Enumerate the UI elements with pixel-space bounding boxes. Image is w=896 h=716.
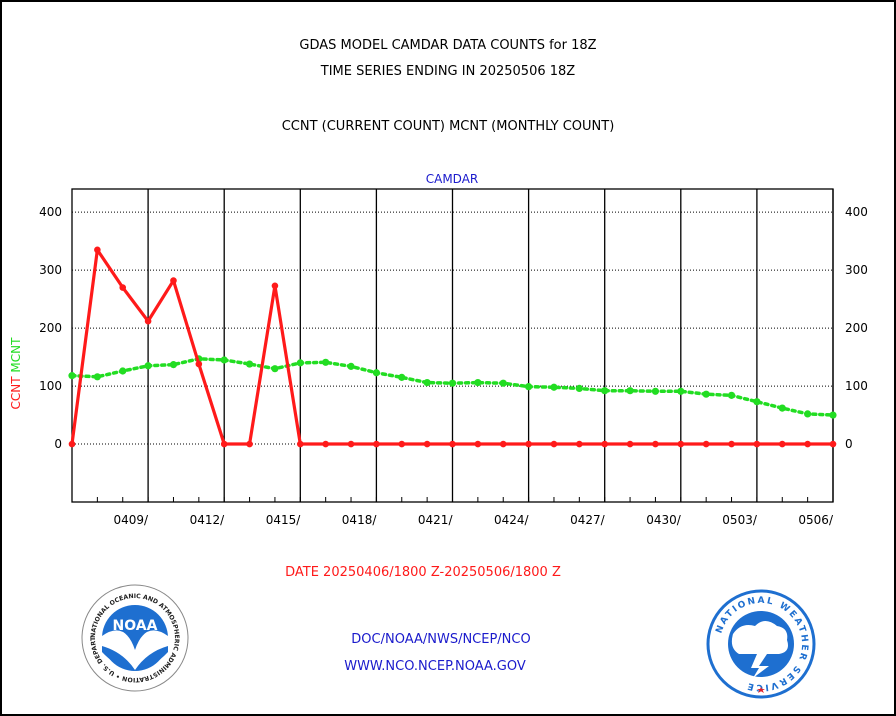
- data-point-ccnt: [271, 282, 279, 290]
- nws-cloud-icon: [731, 621, 788, 654]
- data-point-mcnt: [448, 379, 457, 387]
- y-tick-label-left: 0: [54, 437, 62, 451]
- data-point-mcnt: [322, 358, 330, 366]
- data-point-ccnt: [423, 440, 431, 448]
- data-point-mcnt: [144, 362, 152, 370]
- data-point-mcnt: [68, 372, 76, 380]
- data-point-ccnt: [525, 440, 532, 448]
- x-tick-label: 0418/: [342, 513, 378, 527]
- data-point-mcnt: [829, 411, 837, 419]
- data-point-mcnt: [550, 383, 558, 391]
- data-point-mcnt: [804, 410, 812, 418]
- data-point-ccnt: [601, 440, 608, 448]
- chart-title-line-2: TIME SERIES ENDING IN 20250506 18Z: [320, 64, 576, 79]
- x-tick-label: 0415/: [266, 513, 302, 527]
- data-point-mcnt: [525, 383, 533, 391]
- data-point-ccnt: [68, 440, 76, 448]
- data-point-ccnt: [398, 440, 406, 448]
- data-point-ccnt: [652, 440, 659, 448]
- data-point-mcnt: [93, 373, 101, 381]
- data-point-ccnt: [449, 440, 456, 448]
- data-point-mcnt: [626, 387, 634, 395]
- data-point-ccnt: [297, 440, 304, 448]
- y-tick-label-left: 200: [39, 321, 62, 335]
- x-tick-label: 0412/: [190, 513, 226, 527]
- data-point-ccnt: [94, 246, 101, 254]
- data-point-ccnt: [550, 440, 558, 448]
- data-point-mcnt: [727, 391, 736, 399]
- x-tick-label: 0503/: [722, 513, 758, 527]
- plot-area: 0 0 100 100 200 200 300 300 400 400 0409/0412/0415…: [9, 188, 868, 527]
- data-point-mcnt: [245, 360, 254, 368]
- data-point-ccnt: [728, 440, 735, 448]
- data-point-mcnt: [169, 361, 178, 369]
- data-point-mcnt: [423, 378, 431, 387]
- data-point-mcnt: [677, 387, 685, 395]
- data-point-mcnt: [372, 369, 380, 377]
- nws-logo: NATIONAL WEATHER SERVICE: [706, 589, 816, 699]
- data-point-mcnt: [220, 356, 228, 364]
- data-point-ccnt: [829, 440, 837, 448]
- star-icon: [757, 687, 765, 693]
- data-point-ccnt: [626, 440, 634, 448]
- x-tick-label: 0409/: [114, 513, 150, 527]
- lightning-icon: [751, 654, 769, 678]
- data-point-ccnt: [195, 360, 203, 368]
- data-point-ccnt: [753, 440, 761, 448]
- x-tick-label: 0506/: [798, 513, 834, 527]
- data-point-mcnt: [601, 387, 609, 395]
- x-tick-label: 0424/: [494, 513, 530, 527]
- data-point-ccnt: [474, 440, 482, 448]
- data-point-mcnt: [575, 384, 583, 392]
- data-point-ccnt: [499, 440, 507, 448]
- data-point-mcnt: [753, 398, 761, 406]
- y-axis-label: CCNT MCNT: [9, 337, 23, 410]
- data-point-ccnt: [778, 440, 786, 448]
- data-point-mcnt: [702, 390, 710, 398]
- data-point-mcnt: [778, 404, 786, 412]
- data-point-ccnt: [347, 440, 355, 448]
- plot-title: CAMDAR: [425, 172, 479, 186]
- y-tick-label-right: 200: [845, 321, 868, 335]
- data-point-mcnt: [651, 387, 660, 395]
- data-point-ccnt: [322, 440, 329, 448]
- data-point-ccnt: [170, 277, 177, 284]
- data-point-ccnt: [804, 440, 811, 448]
- date-range-label: DATE 20250406/1800 Z-20250506/1800 Z: [285, 565, 561, 580]
- data-point-ccnt: [373, 440, 380, 448]
- x-tick-label: 0421/: [418, 513, 454, 527]
- x-tick-label: 0427/: [570, 513, 606, 527]
- data-point-ccnt: [119, 284, 127, 291]
- data-point-ccnt: [246, 440, 253, 448]
- data-point-mcnt: [271, 365, 279, 373]
- data-point-ccnt: [144, 317, 152, 325]
- y-tick-label-left: 400: [39, 205, 62, 219]
- data-point-mcnt: [296, 359, 304, 367]
- noaa-logo-label: NOAA: [113, 618, 158, 634]
- data-point-mcnt: [398, 373, 406, 381]
- y-tick-label-right: 400: [845, 205, 868, 219]
- data-point-ccnt: [677, 440, 685, 448]
- data-point-mcnt: [347, 362, 355, 370]
- noaa-logo: NATIONAL OCEANIC AND ATMOSPHERIC ADMINIS…: [81, 584, 189, 692]
- data-point-mcnt: [119, 367, 127, 375]
- y-tick-label-right: 0: [845, 437, 853, 451]
- y-tick-label-right: 300: [845, 263, 868, 277]
- credit-line-2: WWW.NCO.NCEP.NOAA.GOV: [344, 659, 526, 674]
- data-point-ccnt: [702, 440, 710, 448]
- chart-title-line-1: GDAS MODEL CAMDAR DATA COUNTS for 18Z: [299, 38, 597, 53]
- data-point-mcnt: [474, 378, 482, 387]
- y-tick-label-left: 100: [39, 379, 62, 393]
- credit-line-1: DOC/NOAA/NWS/NCEP/NCO: [351, 632, 531, 647]
- data-point-mcnt: [499, 379, 507, 387]
- data-point-ccnt: [220, 440, 228, 448]
- data-point-ccnt: [576, 440, 583, 448]
- x-tick-label: 0430/: [646, 513, 682, 527]
- chart-subtitle: CCNT (CURRENT COUNT) MCNT (MONTHLY COUNT…: [281, 119, 615, 134]
- y-tick-label-right: 100: [845, 379, 868, 393]
- y-axis-label-mcnt: MCNT: [9, 337, 23, 373]
- y-tick-label-left: 300: [39, 263, 62, 277]
- y-axis-label-ccnt: CCNT: [9, 373, 23, 410]
